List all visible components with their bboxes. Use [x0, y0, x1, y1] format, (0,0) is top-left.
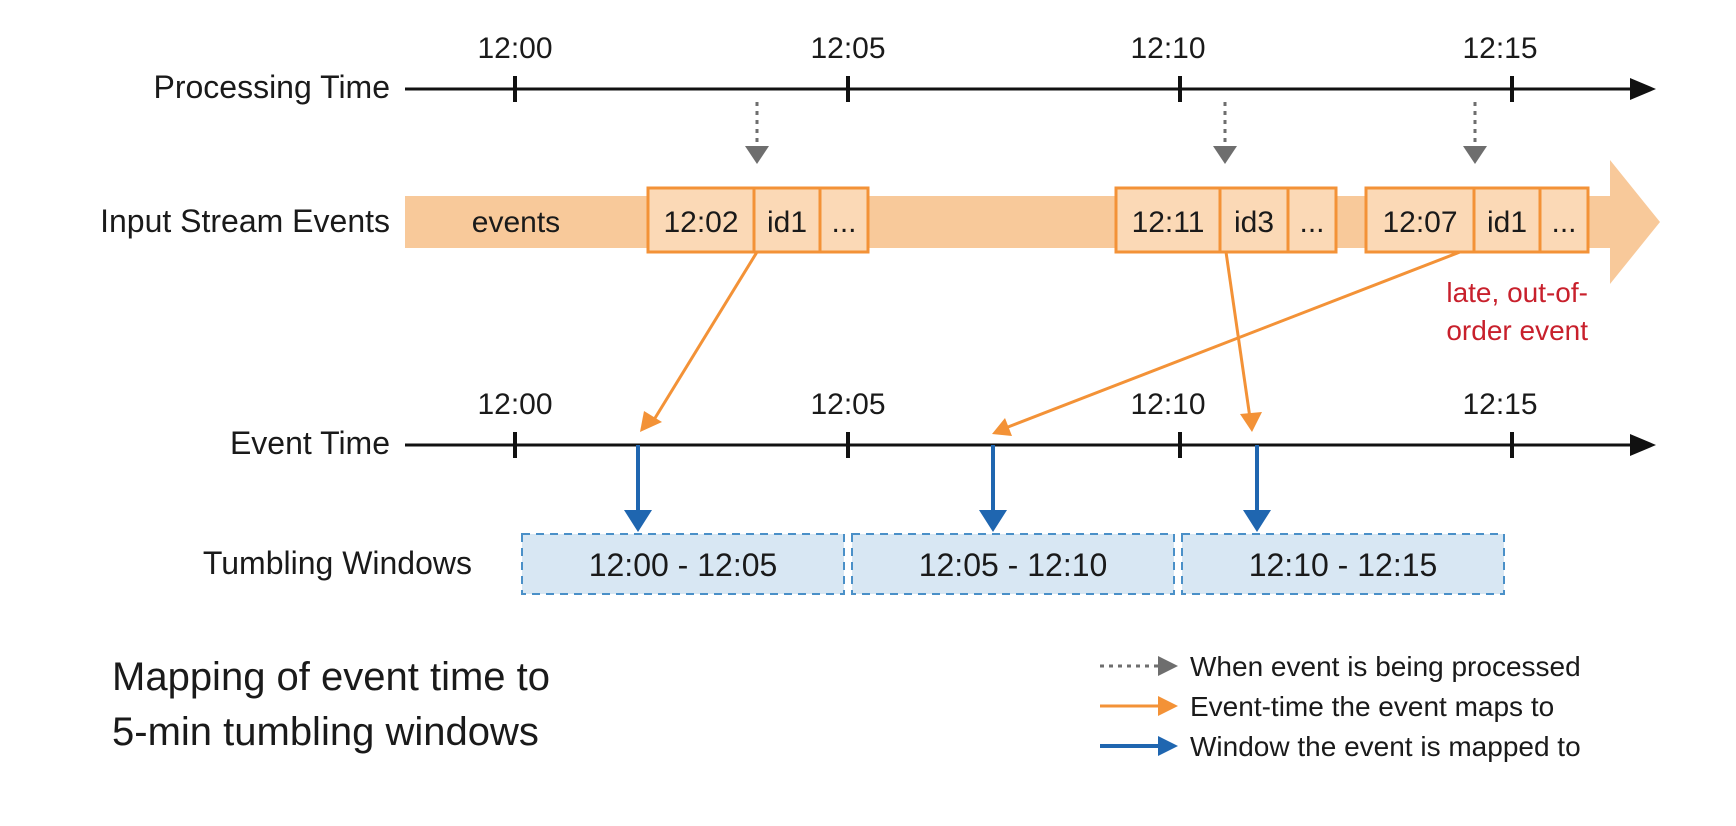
tumbling-windows: Tumbling Windows 12:00 - 12:05 12:05 - 1… [203, 533, 1505, 595]
event-box [1364, 186, 1590, 254]
event-record: 12:11 id3 ... [1114, 186, 1338, 254]
event-more: ... [831, 206, 856, 239]
event-more: ... [1551, 206, 1576, 239]
event-tick-label: 12:15 [1462, 388, 1537, 421]
window-arrowhead [624, 510, 652, 532]
event-map-arrowhead [1240, 412, 1262, 432]
event-time: 12:11 [1132, 206, 1205, 239]
window-box [1181, 533, 1505, 595]
legend-label: Event-time the event maps to [1190, 691, 1554, 722]
stream-band [405, 160, 1660, 284]
window-range: 12:00 - 12:05 [589, 547, 778, 583]
processing-axis-arrowhead [1630, 78, 1656, 100]
event-id: id3 [1234, 206, 1274, 239]
legend-label: Window the event is mapped to [1190, 731, 1581, 762]
input-stream: Input Stream Events events 12:02 id1 ...… [100, 160, 1660, 346]
processing-time-axis: Processing Time 12:00 12:05 12:10 12:15 [153, 32, 1656, 105]
event-map-arrow [1007, 250, 1461, 429]
window-arrowhead [979, 510, 1007, 532]
stream-band-text: events [472, 206, 560, 239]
event-box [646, 186, 870, 254]
late-note-line1: late, out-of- [1446, 277, 1588, 308]
event-more: ... [1299, 206, 1324, 239]
window-range: 12:05 - 12:10 [919, 547, 1108, 583]
event-tick-label: 12:00 [477, 388, 552, 421]
processing-time-label: Processing Time [153, 69, 390, 105]
processing-tick-label: 12:00 [477, 32, 552, 65]
legend-dotted-arrowhead [1158, 656, 1178, 676]
event-time: 12:07 [1382, 206, 1457, 239]
late-note-line2: order event [1446, 315, 1588, 346]
processing-arrowhead [1213, 146, 1237, 164]
legend-orange-arrowhead [1158, 696, 1178, 716]
processing-tick-label: 12:10 [1130, 32, 1205, 65]
title-line2: 5-min tumbling windows [112, 710, 539, 754]
processing-arrows [745, 102, 1487, 164]
event-map-arrowhead [640, 411, 662, 432]
event-map-arrowhead [992, 418, 1012, 436]
event-id: id1 [1487, 206, 1527, 239]
event-axis-arrowhead [1630, 434, 1656, 456]
window-box [521, 533, 845, 595]
legend-blue-arrowhead [1158, 736, 1178, 756]
diagram-title: Mapping of event time to 5-min tumbling … [112, 655, 550, 754]
event-box [1114, 186, 1338, 254]
event-tick-label: 12:05 [810, 388, 885, 421]
event-record: 12:02 id1 ... [646, 186, 870, 254]
processing-arrowhead [745, 146, 769, 164]
processing-tick-label: 12:05 [810, 32, 885, 65]
title-line1: Mapping of event time to [112, 655, 550, 699]
window-arrowhead [1243, 510, 1271, 532]
window-box [851, 533, 1175, 595]
processing-arrowhead [1463, 146, 1487, 164]
event-time-axis: Event Time 12:00 12:05 12:10 12:15 [230, 388, 1656, 461]
event-time-label: Event Time [230, 425, 390, 461]
event-map-arrow [1224, 251, 1252, 419]
event-time-arrows [640, 250, 1461, 436]
legend: When event is being processed Event-time… [1100, 651, 1581, 762]
input-stream-label: Input Stream Events [100, 203, 390, 239]
window-range: 12:10 - 12:15 [1249, 547, 1438, 583]
window-arrows [624, 445, 1271, 532]
event-tick-label: 12:10 [1130, 388, 1205, 421]
processing-tick-label: 12:15 [1462, 32, 1537, 65]
event-map-arrow [650, 251, 759, 424]
event-record: 12:07 id1 ... [1364, 186, 1590, 254]
tumbling-windows-label: Tumbling Windows [203, 545, 472, 581]
event-time: 12:02 [663, 206, 738, 239]
legend-label: When event is being processed [1190, 651, 1581, 682]
event-id: id1 [767, 206, 807, 239]
